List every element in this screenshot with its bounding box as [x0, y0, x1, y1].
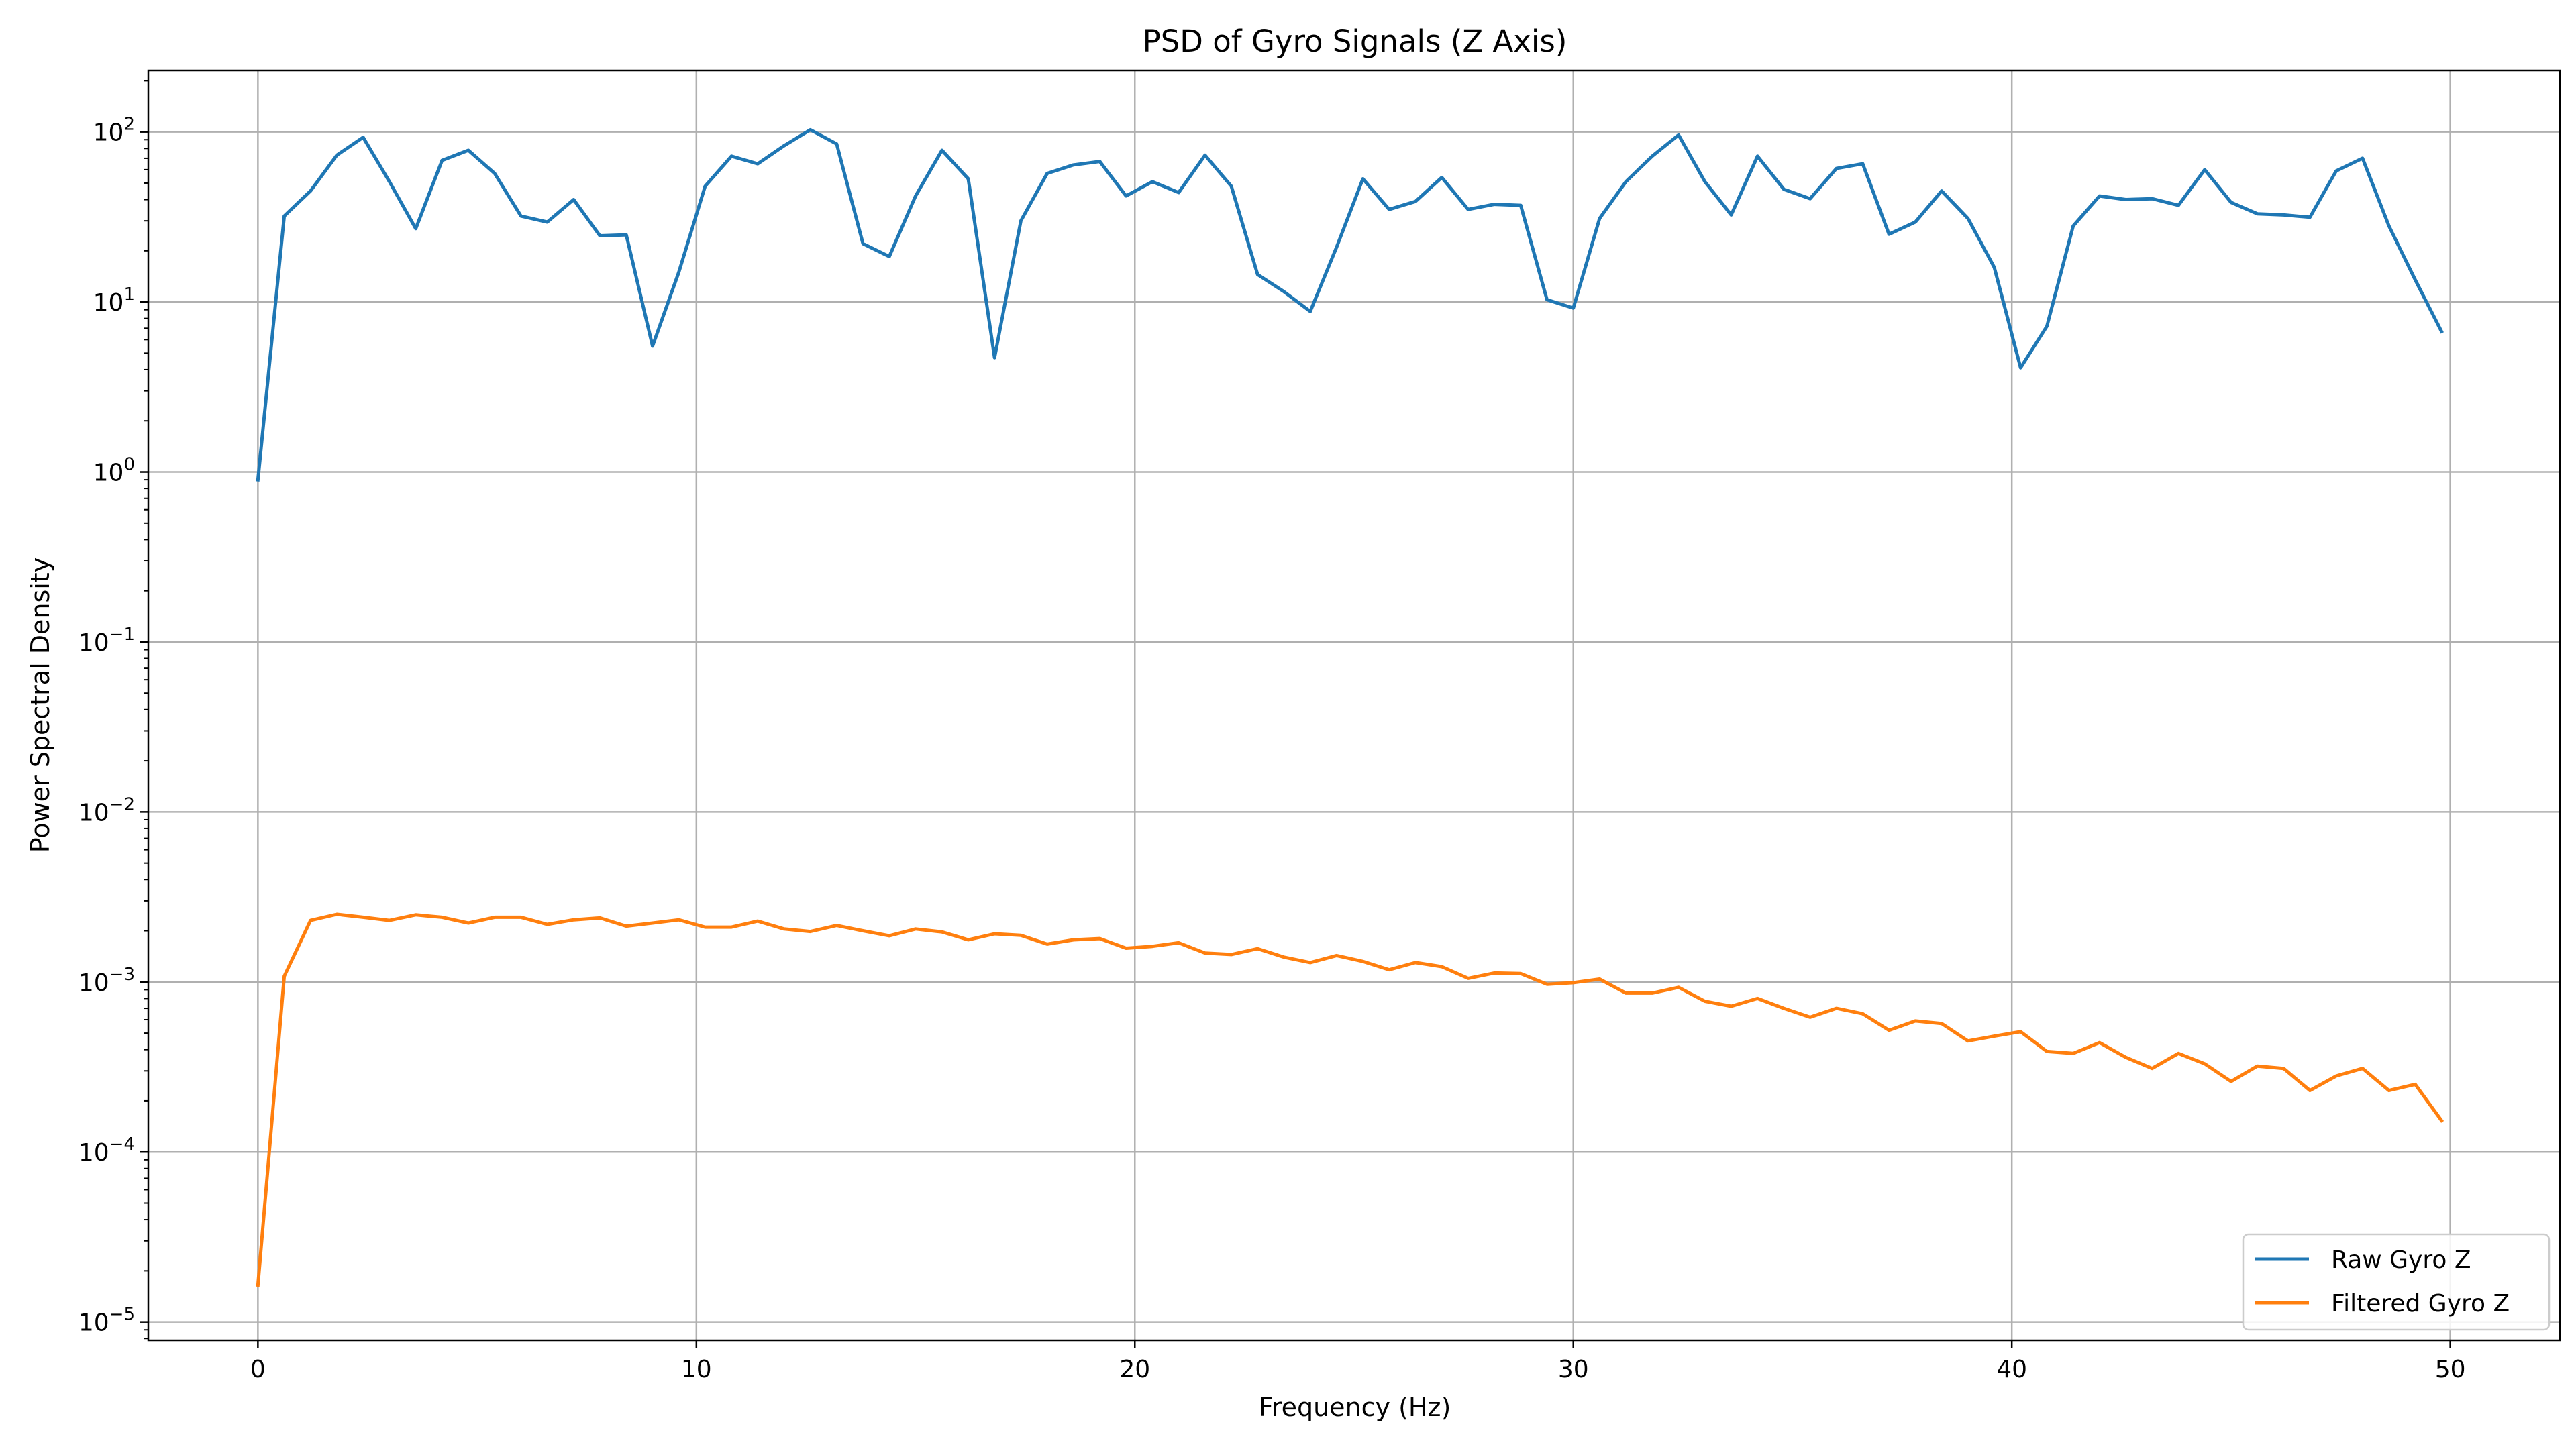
y-tick-label: 101: [93, 284, 135, 317]
y-tick-label: 10−2: [79, 794, 135, 826]
x-tick-label: 40: [1996, 1356, 2027, 1383]
plot-frame: [147, 69, 2561, 1342]
y-tick-label: 102: [93, 115, 135, 147]
y-tick-label: 10−5: [79, 1305, 135, 1337]
x-tick-label: 10: [681, 1356, 712, 1383]
axis-ticks: 0 10 20 30 40 50 102 101 100 10−1 10−2 10−3 10−4 10−5: [79, 80, 2466, 1383]
y-tick-label: 10−3: [79, 965, 135, 997]
x-tick-label: 50: [2435, 1356, 2466, 1383]
legend: Raw Gyro Z Filtered Gyro Z: [2242, 1233, 2551, 1331]
chart-title: PSD of Gyro Signals (Z Axis): [1143, 23, 1567, 59]
y-tick-label: 10−1: [79, 625, 135, 657]
series-line-raw-gyro-z: [256, 127, 2444, 482]
y-tick-label: 100: [93, 455, 135, 487]
x-tick-label: 0: [250, 1356, 266, 1383]
x-tick-label: 20: [1119, 1356, 1150, 1383]
legend-label-raw: Raw Gyro Z: [2331, 1246, 2471, 1274]
x-axis-label: Frequency (Hz): [1259, 1393, 1451, 1422]
legend-box: [2242, 1233, 2551, 1331]
series-line-filtered-gyro-z: [256, 912, 2444, 1287]
x-tick-label: 30: [1558, 1356, 1589, 1383]
series-layer: [256, 127, 2444, 1287]
grid: [148, 70, 2560, 1340]
y-tick-label: 10−4: [79, 1134, 135, 1167]
legend-label-filtered: Filtered Gyro Z: [2331, 1290, 2510, 1318]
y-axis-label: Power Spectral Density: [25, 557, 55, 853]
